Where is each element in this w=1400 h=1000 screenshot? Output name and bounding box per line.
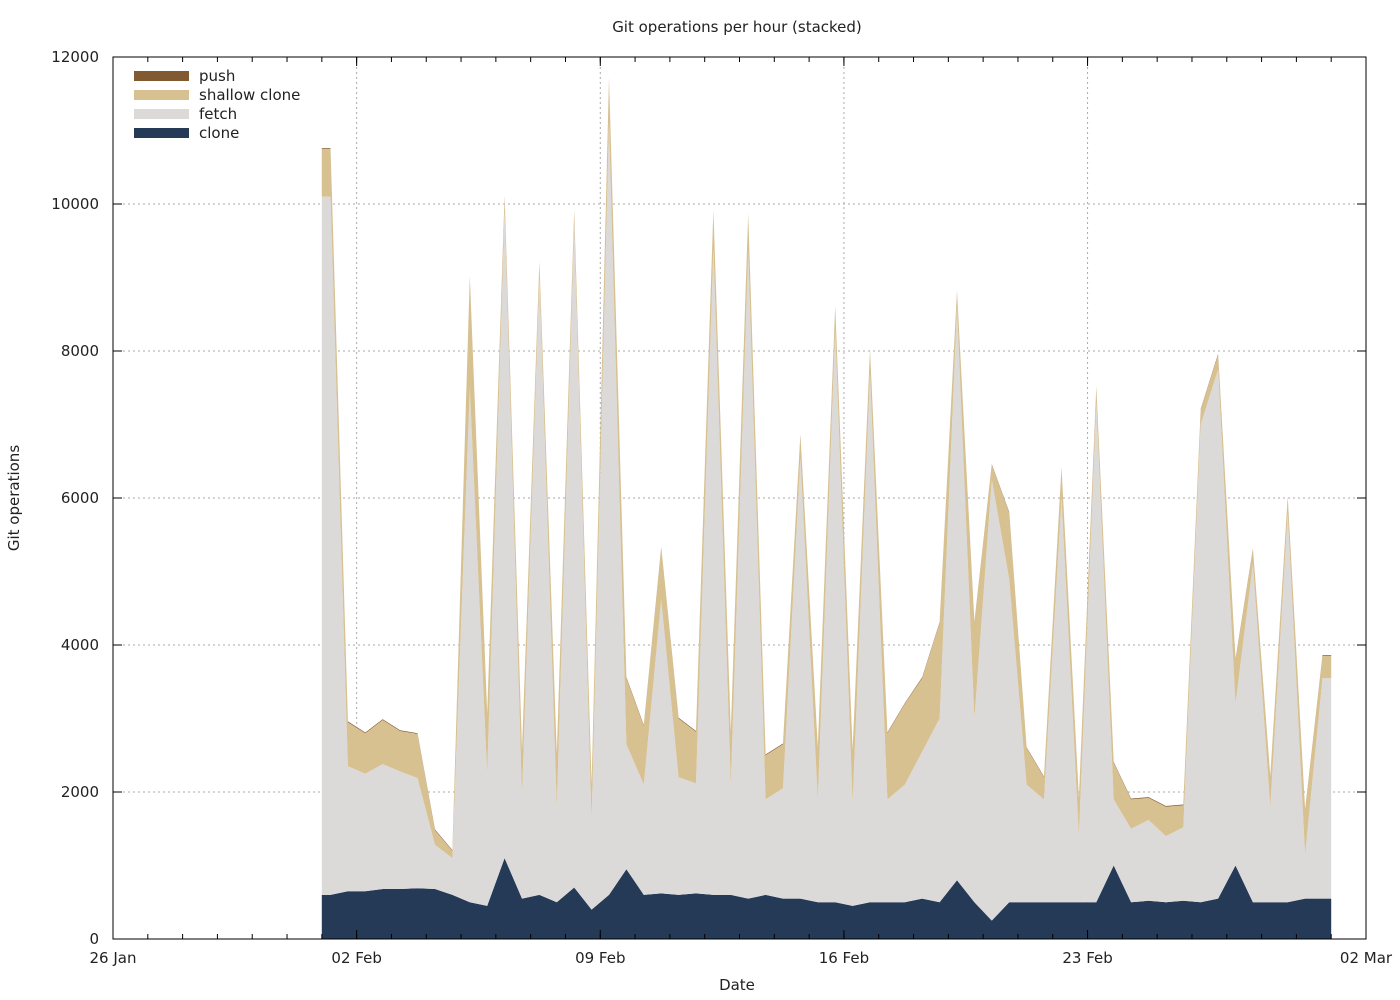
area-series-fetch <box>321 123 1332 921</box>
y-tick-label: 4000 <box>61 636 99 654</box>
y-tick-label: 10000 <box>51 195 99 213</box>
y-tick-label: 12000 <box>51 48 99 66</box>
legend-swatch-clone <box>134 128 189 138</box>
y-tick-label: 6000 <box>61 489 99 507</box>
axis-ticks: 0 2000 4000 6000 8000 10000 12000 26 Jan 02 Feb 0… <box>51 48 1393 967</box>
legend-swatch-fetch <box>134 109 189 119</box>
x-tick-label: 16 Feb <box>819 949 869 967</box>
legend-label-push: push <box>199 67 235 85</box>
x-axis-label: Date <box>719 976 755 994</box>
area-series-shallow-clone <box>321 79 1332 859</box>
area-series-clone <box>321 858 1332 939</box>
chart-title: Git operations per hour (stacked) <box>612 18 862 36</box>
y-tick-label: 0 <box>89 930 99 948</box>
legend-swatch-push <box>134 71 189 81</box>
x-tick-label: 02 Mar <box>1340 949 1393 967</box>
y-axis-label: Git operations <box>5 445 23 551</box>
x-tick-label: 23 Feb <box>1062 949 1112 967</box>
legend-label-clone: clone <box>199 124 239 142</box>
x-tick-label: 09 Feb <box>575 949 625 967</box>
y-tick-label: 2000 <box>61 783 99 801</box>
x-tick-label: 26 Jan <box>90 949 137 967</box>
legend-swatch-shallow-clone <box>134 90 189 100</box>
legend-label-shallow-clone: shallow clone <box>199 86 300 104</box>
legend-label-fetch: fetch <box>199 105 237 123</box>
stacked-areas <box>321 78 1332 939</box>
y-tick-label: 8000 <box>61 342 99 360</box>
x-tick-label: 02 Feb <box>331 949 381 967</box>
